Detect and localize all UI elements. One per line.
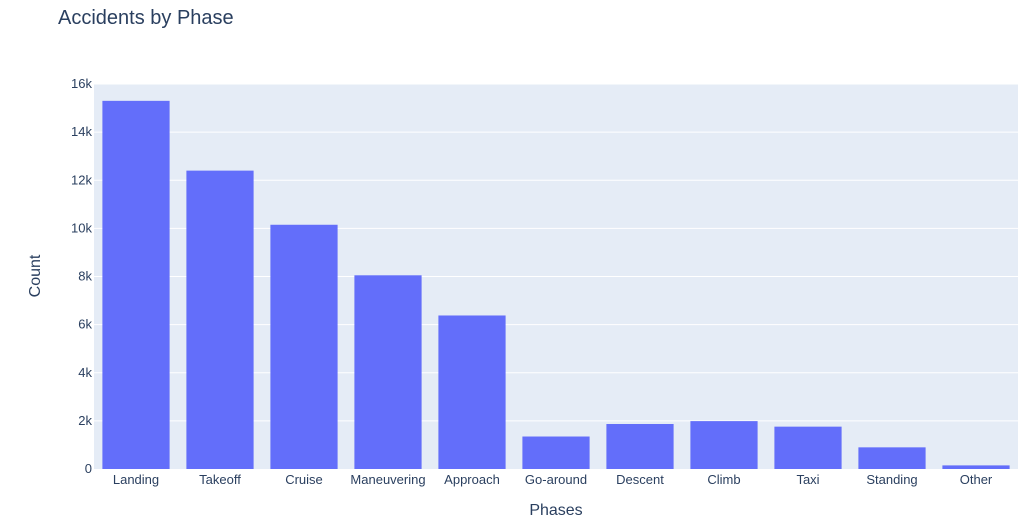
x-tick-label: Go-around (525, 472, 587, 487)
y-tick-label: 4k (78, 365, 92, 380)
x-tick-label: Climb (707, 472, 740, 487)
x-tick-label: Approach (444, 472, 500, 487)
x-axis-title: Phases (529, 502, 582, 519)
x-tick-label: Other (960, 472, 993, 487)
bar-go-around (522, 436, 590, 469)
bar-other (942, 465, 1010, 469)
x-tick-label: Taxi (796, 472, 819, 487)
bar-takeoff (186, 170, 254, 469)
bar-descent (606, 424, 674, 469)
bar-taxi (774, 426, 842, 469)
y-tick-label: 12k (71, 172, 92, 187)
bar-standing (858, 447, 926, 469)
x-tick-label: Takeoff (199, 472, 241, 487)
y-axis-title: Count (27, 254, 44, 297)
x-axis-ticks: Landing Takeoff Cruise Maneuvering Approach G… (113, 472, 993, 487)
y-tick-label: 8k (78, 269, 92, 284)
bars (102, 100, 1010, 469)
y-axis-ticks: 0 2k 4k 6k 8k 10k 12k 14k 16k (71, 76, 92, 476)
bar-climb (690, 421, 758, 469)
bar-approach (438, 315, 506, 469)
y-tick-label: 6k (78, 317, 92, 332)
chart-title: Accidents by Phase (58, 7, 234, 29)
bar-landing (102, 100, 170, 469)
x-tick-label: Cruise (285, 472, 323, 487)
x-tick-label: Standing (866, 472, 917, 487)
y-tick-label: 0 (85, 461, 92, 476)
y-tick-label: 16k (71, 76, 92, 91)
bar-cruise (270, 224, 338, 469)
x-tick-label: Maneuvering (350, 472, 425, 487)
y-tick-label: 2k (78, 413, 92, 428)
x-tick-label: Descent (616, 472, 664, 487)
x-tick-label: Landing (113, 472, 159, 487)
y-tick-label: 14k (71, 124, 92, 139)
y-tick-label: 10k (71, 220, 92, 235)
bar-maneuvering (354, 275, 422, 469)
